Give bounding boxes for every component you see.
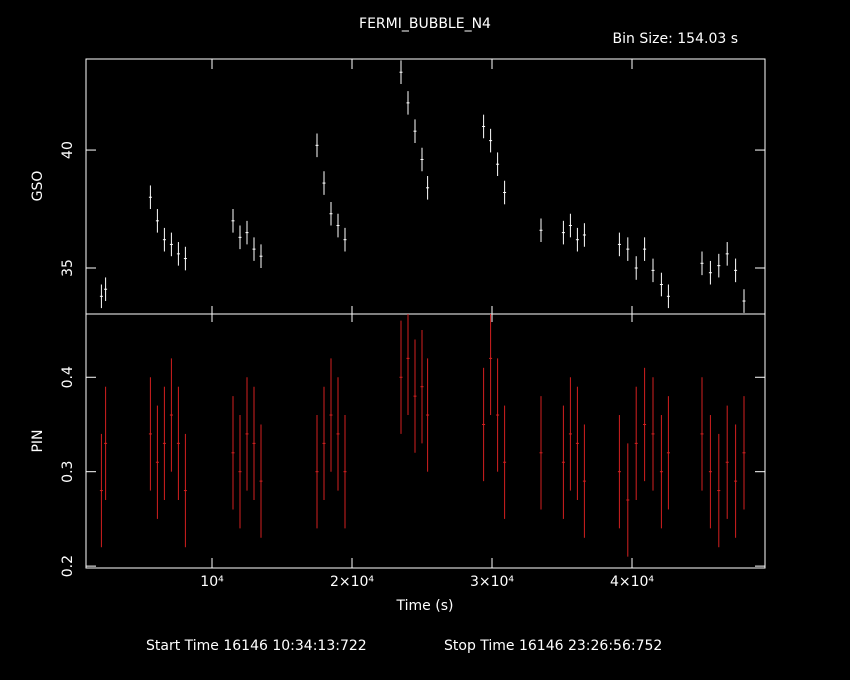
- y-tick-label: 0.4: [60, 366, 76, 388]
- x-axis-label: Time (s): [396, 598, 454, 614]
- y-tick-label: 40: [60, 141, 76, 159]
- annotation: Stop Time 16146 23:26:56:752: [444, 638, 662, 654]
- chart-title: FERMI_BUBBLE_N4: [359, 16, 491, 32]
- x-tick-label: 10⁴: [200, 574, 224, 590]
- y-tick-label: 0.3: [60, 461, 76, 483]
- annotation: Start Time 16146 10:34:13:722: [146, 638, 367, 654]
- y-tick-label: 0.2: [60, 555, 76, 577]
- y-axis-label: GSO: [30, 171, 46, 202]
- plot-area: [99, 314, 746, 557]
- subtitle: Bin Size: 154.03 s: [613, 31, 738, 47]
- y-tick-label: 35: [60, 259, 76, 277]
- panel-frame: [85, 313, 766, 569]
- plot-area: [99, 60, 746, 313]
- x-tick-label: 3×10⁴: [470, 574, 514, 590]
- y-axis-label: PIN: [30, 429, 46, 452]
- x-tick-label: 4×10⁴: [610, 574, 654, 590]
- x-tick-label: 2×10⁴: [330, 574, 374, 590]
- panel-frame: [85, 58, 766, 315]
